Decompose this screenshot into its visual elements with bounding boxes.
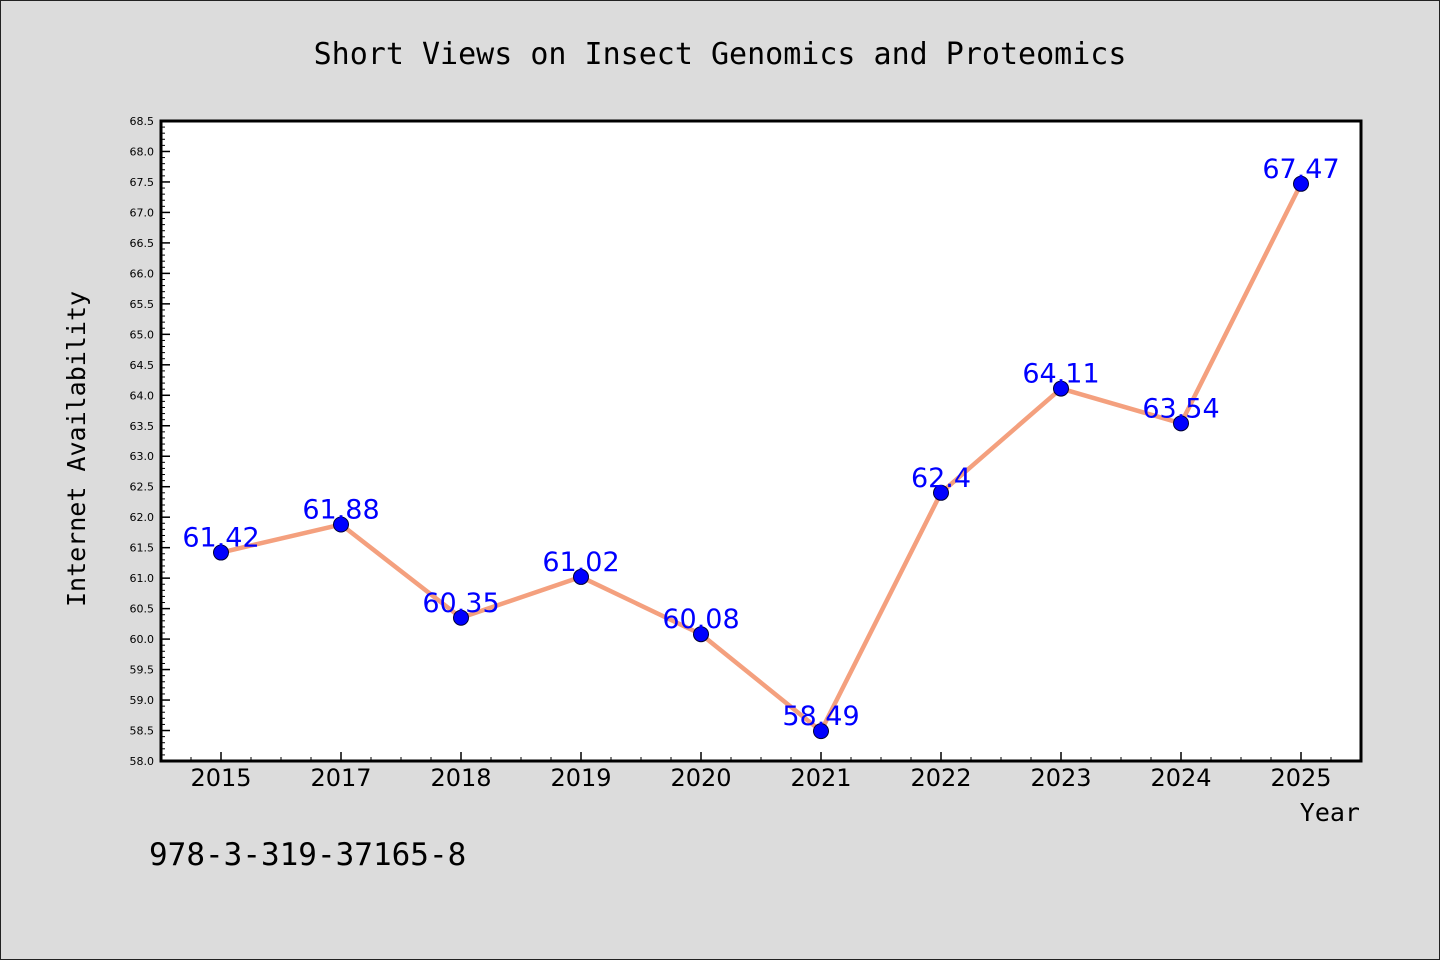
data-label: 67.47: [1262, 154, 1339, 185]
data-label: 62.4: [911, 463, 971, 494]
data-label: 58.49: [782, 701, 859, 732]
y-axis-label: Internet Availability: [62, 291, 91, 607]
x-tick-label: 2021: [790, 764, 851, 792]
y-tick-label: 66.0: [130, 267, 155, 280]
x-axis-label: Year: [1300, 798, 1360, 827]
chart-title: Short Views on Insect Genomics and Prote…: [314, 37, 1127, 72]
x-tick-label: 2025: [1270, 764, 1331, 792]
y-tick-label: 66.5: [130, 237, 155, 250]
isbn-annotation: 978-3-319-37165-8: [149, 837, 466, 873]
y-tick-label: 58.0: [130, 755, 155, 768]
y-tick-label: 59.0: [130, 694, 155, 707]
x-tick-label: 2023: [1030, 764, 1091, 792]
y-tick-label: 64.0: [130, 389, 155, 402]
y-tick-label: 58.5: [130, 725, 155, 738]
plot-frame: [159, 119, 1363, 763]
data-label: 61.42: [182, 523, 259, 554]
x-axis-ticks: 2015 2017 2018 2019 2020 2021 2022 2023 2024 2025: [190, 752, 1332, 792]
data-label-layer: 61.42 61.88 60.35 61.02 60.08 58.49 62.4 64.11 6…: [182, 154, 1339, 732]
y-tick-label: 61.5: [130, 542, 155, 555]
y-tick-label: 67.0: [130, 206, 155, 219]
y-tick-label: 64.5: [130, 359, 155, 372]
data-label: 61.88: [302, 495, 379, 526]
series-line: [218, 181, 1304, 734]
data-label: 60.35: [422, 588, 499, 619]
y-tick-label: 62.5: [130, 481, 155, 494]
y-tick-label: 63.5: [130, 420, 155, 433]
y-tick-label: 62.0: [130, 511, 155, 524]
data-label: 60.08: [662, 604, 739, 635]
data-point: [933, 484, 949, 501]
data-label: 63.54: [1142, 393, 1219, 424]
data-point: [213, 544, 229, 561]
data-point: [813, 723, 829, 740]
y-tick-label: 59.5: [130, 664, 155, 677]
data-point: [333, 516, 349, 533]
x-tick-label: 2024: [1150, 764, 1211, 792]
series-layer: [213, 175, 1309, 740]
data-point: [693, 626, 709, 643]
plot-area: [161, 121, 1361, 761]
data-point: [573, 568, 589, 585]
data-label: 64.11: [1022, 359, 1099, 390]
data-point: [1173, 415, 1189, 432]
data-point: [1053, 380, 1069, 397]
y-tick-label: 65.0: [130, 328, 155, 341]
x-tick-label: 2017: [310, 764, 371, 792]
y-tick-label: 67.5: [130, 176, 155, 189]
x-tick-label: 2022: [910, 764, 971, 792]
x-tick-label: 2015: [190, 764, 251, 792]
y-tick-label: 63.0: [130, 450, 155, 463]
y-tick-label: 61.0: [130, 572, 155, 585]
y-tick-label: 68.0: [130, 145, 155, 158]
data-point: [453, 609, 469, 626]
data-point: [1293, 175, 1309, 192]
data-label: 61.02: [542, 547, 619, 578]
x-tick-label: 2019: [550, 764, 611, 792]
y-tick-label: 60.0: [130, 633, 155, 646]
y-tick-label: 60.5: [130, 603, 155, 616]
y-tick-label: 65.5: [130, 298, 155, 311]
x-tick-label: 2020: [670, 764, 731, 792]
x-tick-label: 2018: [430, 764, 491, 792]
y-tick-label: 68.5: [130, 115, 155, 128]
